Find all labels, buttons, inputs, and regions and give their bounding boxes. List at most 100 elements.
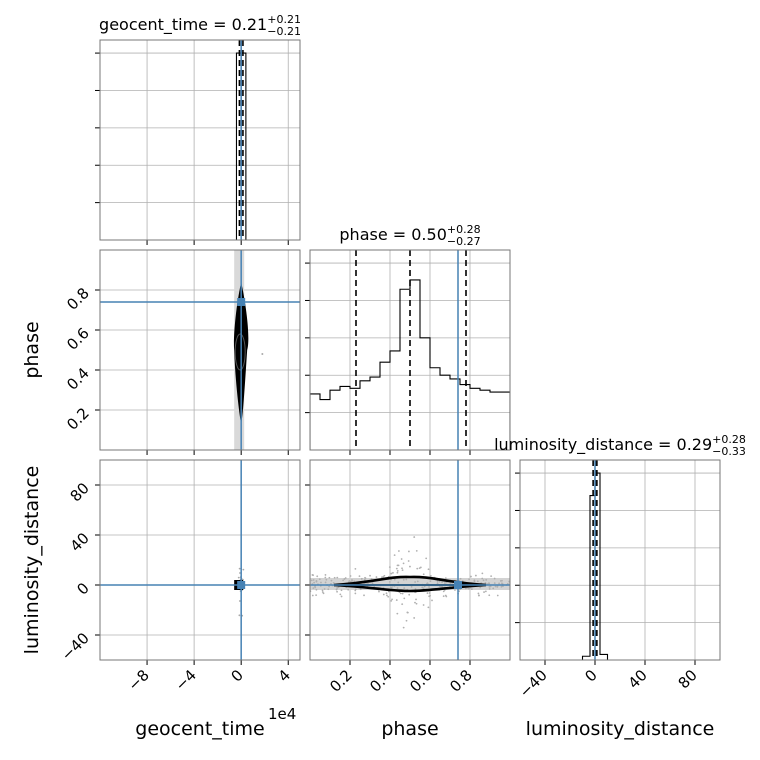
x-tick-label: −40	[516, 666, 551, 701]
sample-point	[409, 565, 411, 568]
sample-point	[482, 579, 485, 582]
y-axis-label-luminosity_distance: luminosity_distance	[21, 466, 43, 655]
sample-point	[468, 578, 471, 581]
sample-point	[322, 592, 325, 595]
sample-point	[353, 580, 355, 583]
sample-point	[445, 581, 448, 584]
sample-point	[311, 594, 314, 597]
sample-point	[500, 582, 503, 585]
sample-point	[327, 588, 330, 591]
sample-point	[242, 568, 245, 571]
sample-point	[395, 599, 398, 601]
sample-point	[470, 588, 473, 591]
sample-point	[324, 574, 327, 576]
sample-point	[488, 587, 491, 590]
sample-point	[336, 576, 339, 579]
sample-point	[312, 587, 315, 589]
sample-point	[414, 588, 417, 590]
sample-point	[427, 568, 430, 571]
sample-point	[400, 558, 403, 560]
y-tick-label: −40	[58, 629, 93, 664]
sample-point	[397, 564, 400, 567]
sample-point	[474, 574, 477, 577]
x-tick-label: −4	[172, 666, 200, 694]
sample-point	[484, 590, 487, 593]
sample-point	[238, 600, 241, 602]
sample-point	[335, 588, 338, 591]
sample-point	[237, 576, 240, 579]
sample-point	[390, 586, 393, 589]
sample-point	[429, 580, 432, 583]
sample-point	[401, 592, 404, 595]
sample-point	[422, 587, 425, 590]
sample-point	[419, 566, 422, 569]
sample-point	[479, 586, 482, 589]
sample-point	[403, 597, 406, 600]
sample-point	[422, 604, 425, 606]
sample-point	[358, 575, 361, 578]
sample-point	[488, 585, 491, 588]
sample-point	[406, 611, 409, 614]
sample-point	[336, 590, 338, 593]
sample-point	[320, 581, 322, 584]
sample-point	[328, 576, 331, 579]
sample-point	[490, 575, 493, 578]
sample-point	[364, 576, 366, 579]
sample-point	[382, 593, 385, 596]
sample-point	[371, 582, 374, 585]
sample-point	[402, 578, 405, 581]
sample-point	[399, 592, 402, 595]
axes-frame	[519, 459, 721, 661]
sample-point	[354, 588, 357, 591]
x-tick-label: 80	[675, 666, 701, 692]
axes-frame	[309, 249, 511, 451]
sample-point	[321, 589, 324, 592]
sample-point	[478, 594, 480, 597]
sample-point	[343, 578, 346, 580]
title-upper-error: +0.28	[447, 223, 481, 236]
sample-point	[442, 590, 445, 593]
sample-point	[396, 570, 399, 572]
panel-title-phase: phase = 0.50+0.28 −0.27	[339, 223, 480, 248]
sample-point	[496, 594, 499, 597]
sample-point	[340, 595, 343, 598]
sample-point	[359, 588, 362, 591]
sample-point	[396, 587, 399, 590]
sample-point	[414, 581, 417, 583]
x-axis-offset-text: 1e4	[268, 705, 296, 723]
sample-point	[413, 617, 416, 619]
sample-point	[427, 606, 430, 609]
y-tick-label: 0.4	[63, 364, 93, 394]
truth-marker	[237, 298, 246, 306]
sample-point	[238, 567, 241, 570]
y-tick-label: 40	[67, 529, 93, 555]
sample-point	[481, 572, 484, 575]
sample-point	[378, 590, 380, 593]
sample-point	[415, 602, 418, 605]
sample-point	[485, 579, 488, 581]
sample-point	[369, 574, 371, 577]
sample-point	[402, 626, 405, 629]
sample-point	[333, 576, 336, 579]
sample-point	[324, 576, 327, 579]
frame-layer	[95, 39, 721, 665]
title-text: phase = 0.50	[339, 225, 446, 244]
sample-point	[324, 581, 327, 584]
sample-point	[315, 588, 318, 591]
sample-point	[405, 578, 408, 581]
sample-point	[391, 598, 393, 601]
sample-point	[444, 577, 447, 580]
y-tick-label: 0.2	[63, 404, 93, 434]
sample-point	[312, 579, 315, 581]
sample-point	[421, 586, 424, 589]
y-tick-label: 80	[67, 479, 93, 505]
sample-point	[431, 599, 433, 602]
panel-title-luminosity_distance: luminosity_distance = 0.29+0.28 −0.33	[494, 433, 746, 458]
sample-point	[314, 586, 317, 589]
sample-point	[360, 578, 363, 580]
sample-point	[337, 586, 340, 589]
sample-point	[441, 585, 444, 588]
sample-point	[382, 575, 385, 578]
sample-point	[473, 579, 476, 582]
sample-point	[325, 578, 328, 581]
